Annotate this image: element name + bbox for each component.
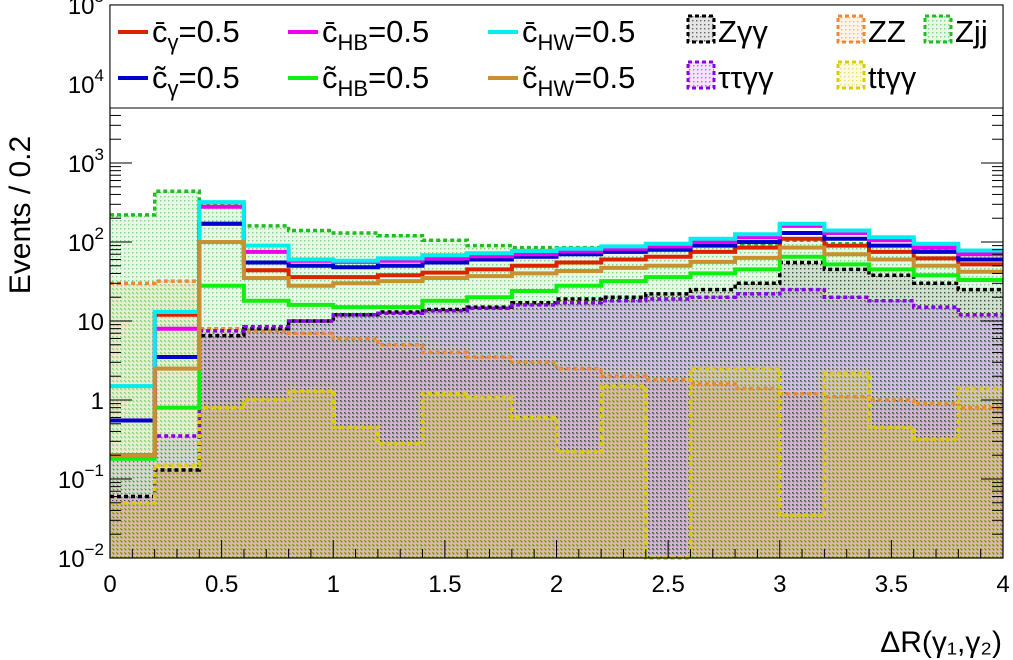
background-outline-1 xyxy=(110,279,1003,410)
y-axis-label: Events / 0.2 xyxy=(4,136,37,294)
legend-background-swatch xyxy=(836,60,866,90)
legend-background-swatch xyxy=(923,14,953,44)
legend-signal-label: c̃HB=0.5 xyxy=(322,60,429,101)
y-tick-label: 10−2 xyxy=(58,540,104,573)
x-tick-label: 4 xyxy=(996,571,1009,598)
y-tick-label: 1 xyxy=(91,388,104,415)
tick-labels: 0 0.5 1 1.5 2 2.5 3 3.5 4 10−2 10−1 1 10 102 103 104 105 xyxy=(58,0,1010,598)
y-tick-label: 104 xyxy=(68,66,104,99)
y-tick-label: 10−1 xyxy=(58,461,104,494)
y-tick-label: 103 xyxy=(68,145,104,178)
legend-background-label: ττγγ xyxy=(718,60,774,95)
legend-signal-label: c̄HB=0.5 xyxy=(322,14,429,55)
background-outline-3 xyxy=(110,287,1003,461)
x-tick-label: 0.5 xyxy=(205,571,238,598)
x-tick-label: 3 xyxy=(773,571,786,598)
legend: c̄γ=0.5 c̃γ=0.5 c̄HB=0.5 c̃HB=0.5 c̄HW=0.5 c̃… xyxy=(109,4,1004,109)
legend-signal-label: c̃γ=0.5 xyxy=(152,60,240,101)
legend-signal-label: c̄γ=0.5 xyxy=(152,14,240,55)
background-outline-4 xyxy=(110,366,1003,560)
legend-signal-label: c̃HW=0.5 xyxy=(522,60,635,101)
x-axis-label: ΔR(γ₁,γ₂) xyxy=(880,626,1002,659)
legend-background-label: Zjj xyxy=(955,14,988,49)
y-tick-label: 105 xyxy=(68,0,104,20)
legend-background-swatch xyxy=(686,60,716,90)
x-tick-label: 0 xyxy=(103,571,116,598)
legend-background-label: Zγγ xyxy=(718,14,768,49)
x-tick-label: 1 xyxy=(327,571,340,598)
legend-background-label: ttγγ xyxy=(868,60,917,95)
x-tick-label: 2.5 xyxy=(651,571,684,598)
y-tick-label: 102 xyxy=(68,224,104,257)
x-tick-label: 1.5 xyxy=(428,571,461,598)
x-tick-label: 2 xyxy=(550,571,563,598)
legend-background-label: ZZ xyxy=(868,14,906,49)
background-outline-2 xyxy=(110,260,1003,499)
legend-background-swatch xyxy=(686,14,716,44)
legend-signal-label: c̄HW=0.5 xyxy=(522,14,635,55)
signal-lines xyxy=(110,200,1003,461)
x-tick-label: 3.5 xyxy=(875,571,908,598)
y-tick-label: 10 xyxy=(77,309,104,336)
legend-background-swatch xyxy=(836,14,866,44)
signal-line-3 xyxy=(110,254,1003,461)
signal-line-5 xyxy=(110,240,1003,458)
signal-line-4 xyxy=(110,200,1003,389)
signal-line-0 xyxy=(110,221,1003,458)
